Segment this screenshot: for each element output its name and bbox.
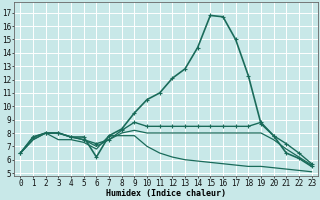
X-axis label: Humidex (Indice chaleur): Humidex (Indice chaleur) bbox=[106, 189, 226, 198]
